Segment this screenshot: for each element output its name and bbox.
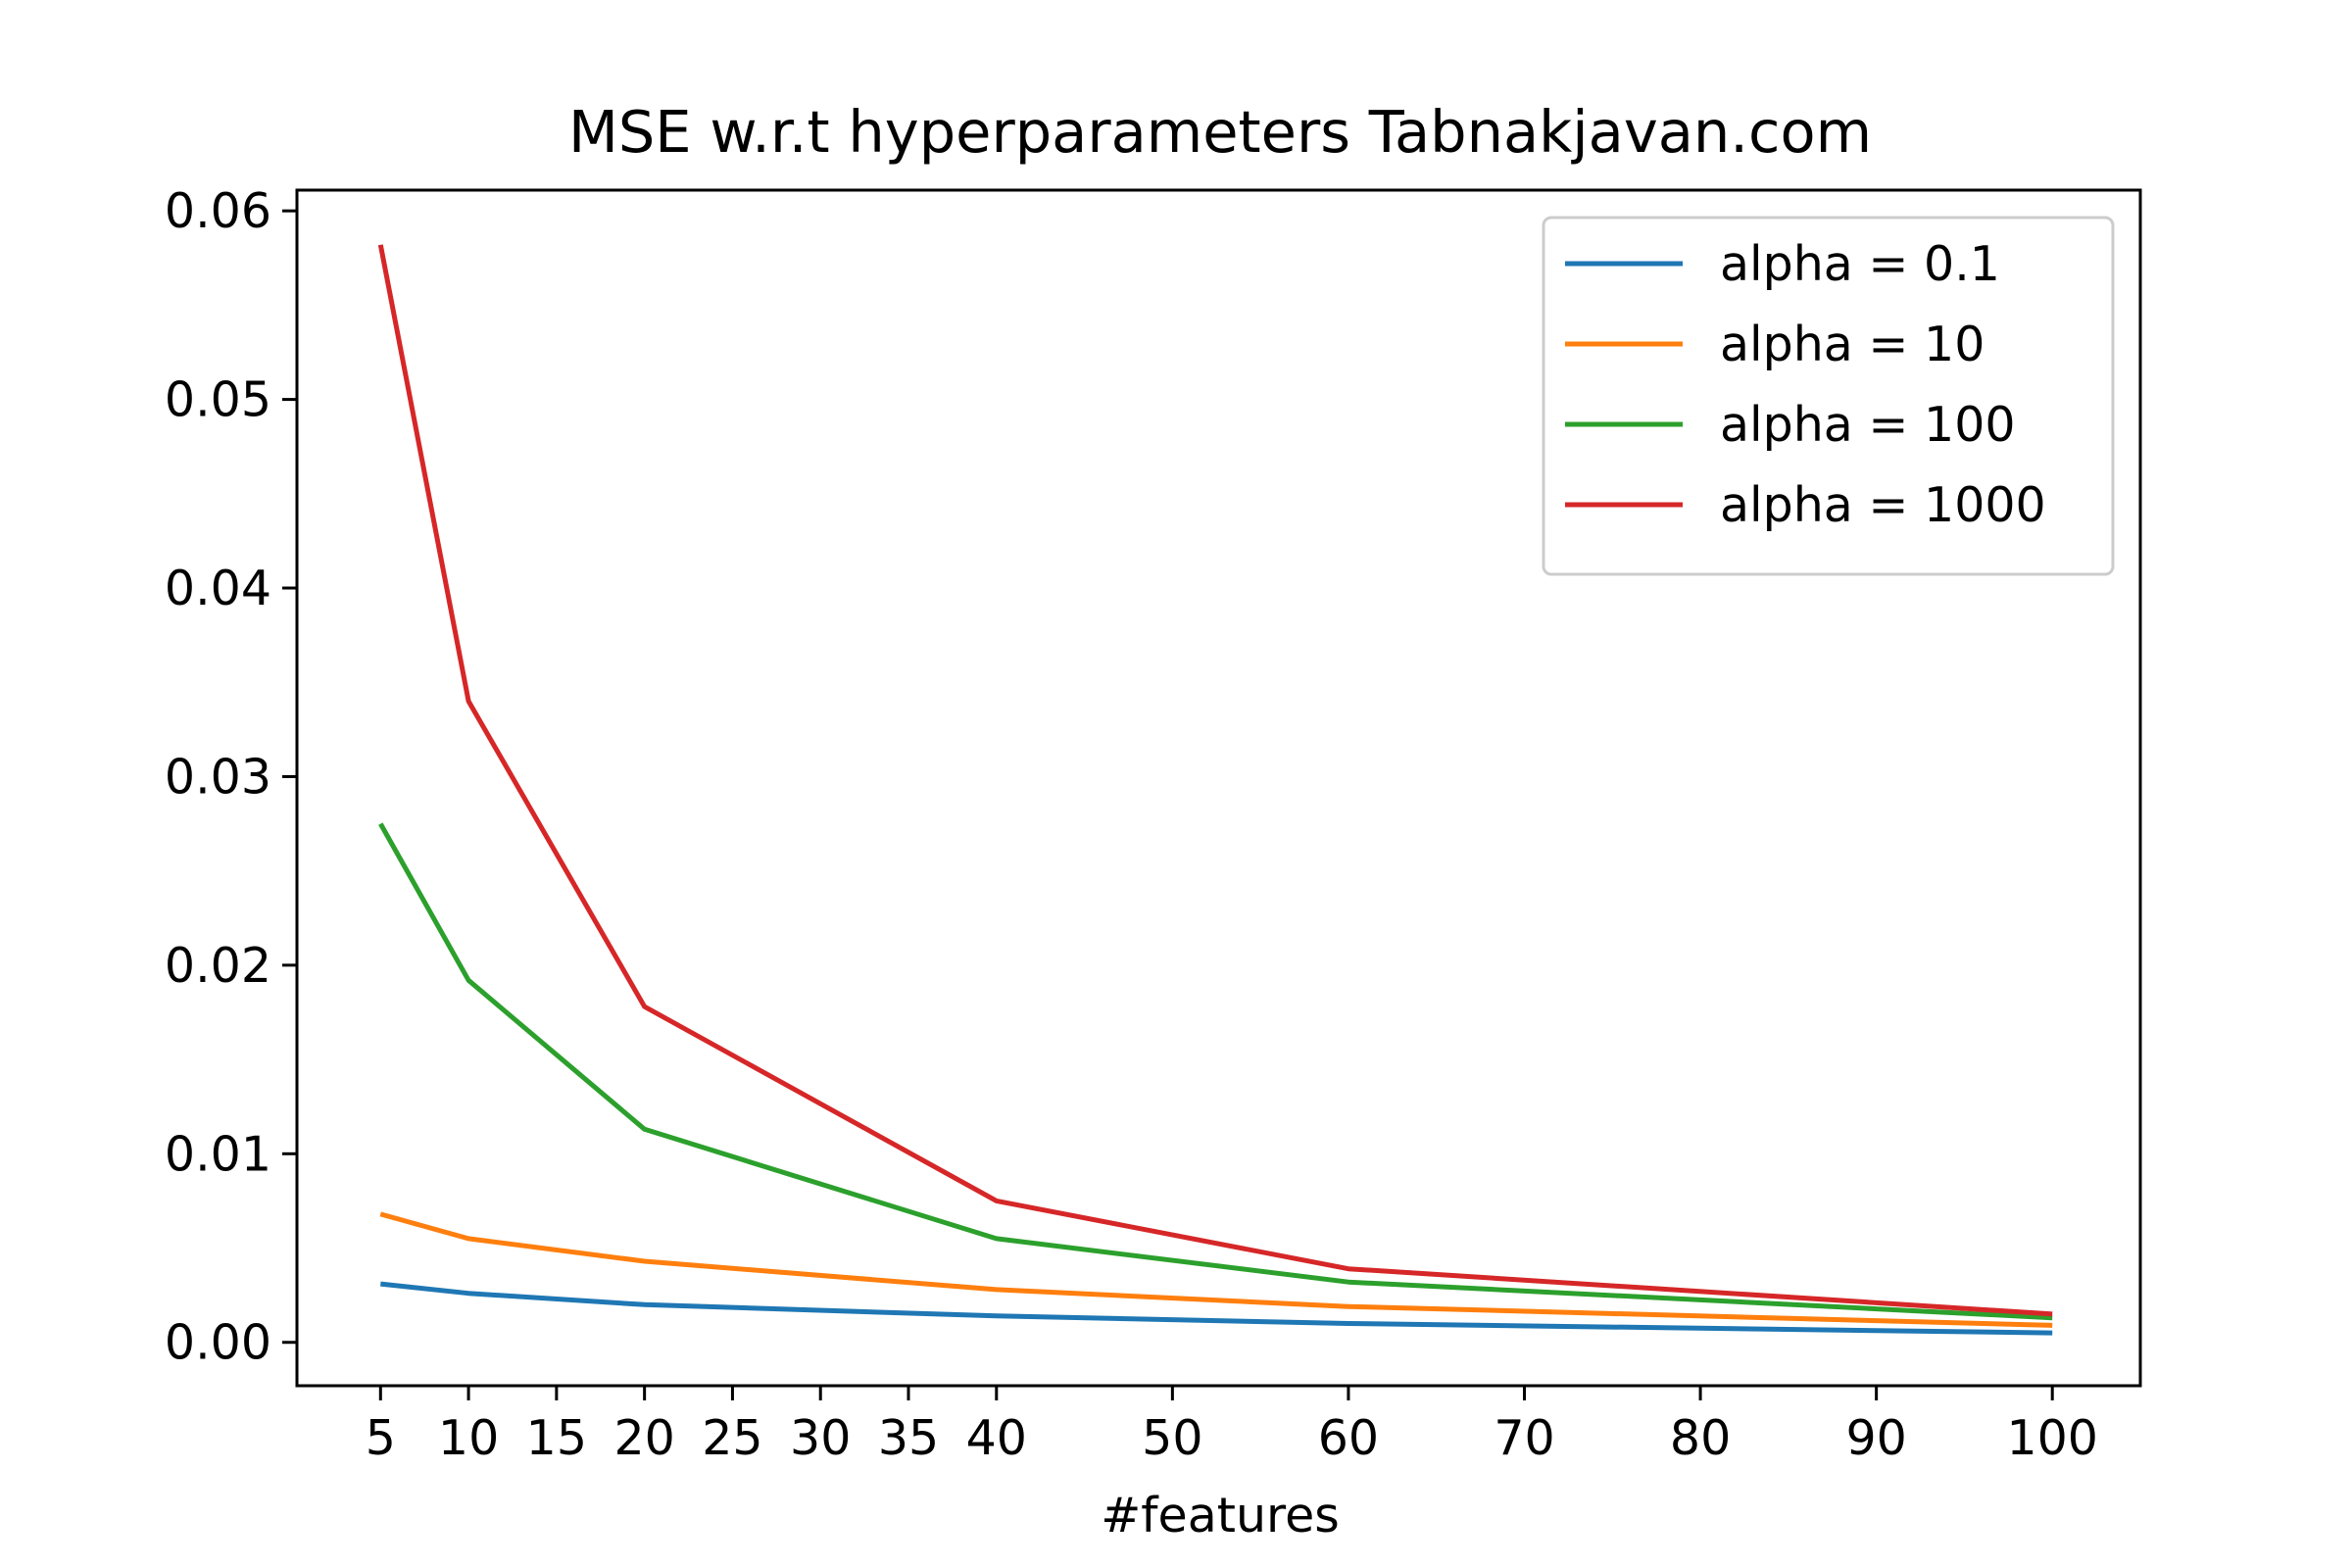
plot-area: 5 10 15 20 25 30 35 40 50 60 70 80 90 100 0.00 0.01 0.02… — [165, 183, 2142, 1466]
x-tick-label: 15 — [526, 1410, 587, 1466]
x-tick-label: 30 — [790, 1410, 851, 1466]
x-tick-label: 80 — [1670, 1410, 1731, 1466]
x-tick-label: 70 — [1494, 1410, 1554, 1466]
series-line-0 — [380, 1281, 2053, 1336]
x-tick-label: 90 — [1845, 1410, 1906, 1466]
series-line-1 — [379, 1211, 2053, 1328]
y-tick-label: 0.05 — [165, 372, 271, 428]
y-tick-label: 0.06 — [165, 183, 271, 239]
y-tick-label: 0.03 — [165, 749, 271, 805]
x-tick-label: 40 — [966, 1410, 1027, 1466]
legend-label-3: alpha = 1000 — [1720, 477, 2046, 533]
x-tick-label: 60 — [1318, 1410, 1379, 1466]
legend-label-1: alpha = 10 — [1720, 317, 1984, 372]
y-tick-label: 0.04 — [165, 561, 271, 616]
chart-title: MSE w.r.t hyperparameters Tabnakjavan.co… — [568, 98, 1872, 166]
x-tick-label: 5 — [366, 1410, 396, 1466]
series-line-2 — [378, 822, 2053, 1321]
x-tick-label: 20 — [613, 1410, 674, 1466]
legend-label-2: alpha = 100 — [1720, 397, 2016, 453]
y-tick-label: 0.01 — [165, 1126, 271, 1182]
x-axis-label: #features — [1101, 1488, 1340, 1544]
y-tick-label: 0.02 — [165, 938, 271, 994]
x-tick-label: 100 — [2006, 1410, 2098, 1466]
legend-label-0: alpha = 0.1 — [1720, 236, 2000, 292]
x-tick-label: 25 — [702, 1410, 762, 1466]
x-tick-label: 10 — [438, 1410, 499, 1466]
x-tick-label: 35 — [878, 1410, 939, 1466]
legend-box — [1542, 216, 2115, 576]
axes-frame — [295, 188, 2142, 1388]
y-tick-label: 0.00 — [165, 1315, 271, 1371]
x-tick-label: 50 — [1142, 1410, 1202, 1466]
series-line-3 — [377, 244, 2053, 1317]
